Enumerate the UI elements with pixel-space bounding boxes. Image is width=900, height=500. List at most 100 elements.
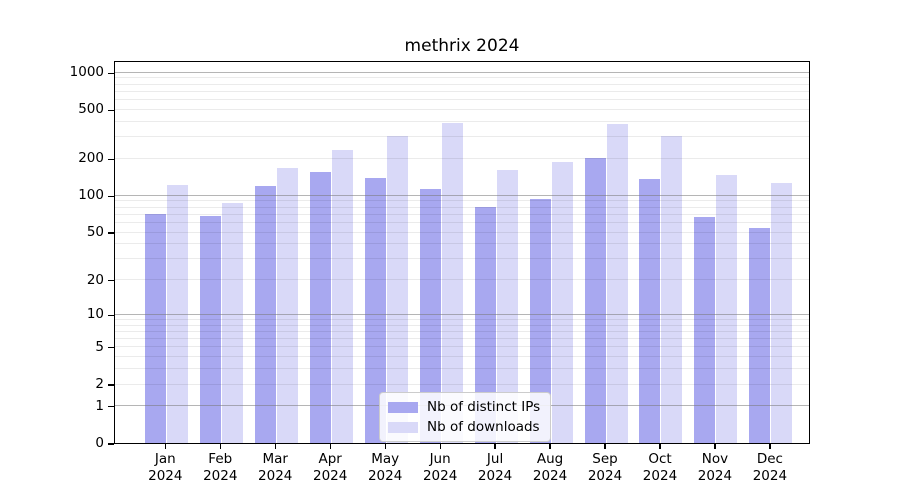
gridline-minor-500 [115,108,809,110]
gridline-minor-30 [115,258,809,260]
y-tick-mark-1 [108,406,114,408]
gridline-minor-50 [115,231,809,233]
gridline-minor-400 [115,120,809,122]
bar-distinct-ips-jun [419,188,441,443]
x-tick-label-dec: Dec 2024 [752,451,788,484]
bar-downloads-sep [606,123,628,443]
gridline-minor-900 [115,77,809,79]
bar-downloads-mar [276,168,298,443]
x-tick-mark-apr [329,444,331,449]
y-tick-label-100: 100 [78,187,104,204]
y-tick-label-5: 5 [95,338,104,355]
gridline-minor-70 [115,213,809,215]
y-tick-mark-500 [108,109,114,112]
gridline-minor-800 [115,83,809,85]
gridline-minor-600 [115,99,809,101]
gridline-minor-4 [115,356,809,358]
gridline-minor-9 [115,318,809,320]
y-tick-mark-1000 [108,72,114,74]
gridline-minor-300 [115,136,809,138]
bar-downloads-nov [716,174,738,443]
x-tick-label-jun: Jun 2024 [422,451,458,484]
bar-distinct-ips-may [364,177,386,443]
x-tick-mark-may [384,444,386,449]
y-tick-label-500: 500 [78,101,104,118]
gridline-major-10 [115,313,809,315]
y-tick-label-200: 200 [78,150,104,167]
y-tick-mark-10 [108,314,114,316]
y-tick-mark-0 [108,443,114,445]
gridline-minor-3 [115,368,809,370]
y-tick-label-20: 20 [86,271,104,288]
x-tick-label-aug: Aug 2024 [532,451,568,484]
x-tick-mark-mar [274,444,276,449]
bar-distinct-ips-nov [694,216,716,443]
bar-downloads-jun [441,122,463,443]
gridline-minor-200 [115,157,809,159]
y-tick-label-1: 1 [95,397,104,414]
bar-distinct-ips-sep [584,158,606,443]
y-tick-mark-2 [108,384,114,386]
plot-inner [115,62,809,443]
bar-distinct-ips-oct [639,179,661,443]
gridline-minor-40 [115,243,809,245]
x-tick-label-apr: Apr 2024 [313,451,348,484]
y-tick-label-50: 50 [86,224,104,241]
x-tick-label-sep: Sep 2024 [587,451,623,484]
bar-downloads-feb [221,203,243,443]
gridline-minor-7 [115,330,809,332]
x-tick-mark-aug [549,444,551,449]
y-tick-mark-20 [108,280,114,282]
gridline-minor-60 [115,221,809,223]
plot-area: Nb of distinct IPs Nb of downloads [114,61,810,444]
gridline-minor-80 [115,206,809,208]
y-tick-label-1000: 1000 [69,64,104,81]
bar-downloads-dec [771,183,793,443]
legend-swatch-distinct-ips [388,401,418,413]
legend-item-downloads: Nb of downloads [388,419,540,435]
gridline-minor-20 [115,279,809,281]
gridline-major-1000 [115,71,809,73]
y-tick-label-10: 10 [86,306,104,323]
bar-distinct-ips-aug [529,199,551,443]
bar-distinct-ips-jan [144,214,166,443]
x-tick-mark-oct [659,444,661,449]
x-tick-mark-nov [714,444,716,449]
y-tick-mark-5 [108,347,114,349]
x-tick-mark-jan [164,444,166,449]
x-tick-mark-feb [219,444,221,449]
bar-distinct-ips-feb [199,215,221,443]
gridline-minor-8 [115,324,809,326]
y-tick-mark-50 [108,232,114,234]
legend-label-downloads: Nb of downloads [427,419,540,435]
y-tick-label-0: 0 [95,435,104,451]
chart-title: methrix 2024 [404,36,520,56]
x-tick-mark-jul [494,444,496,449]
x-tick-label-jul: Jul 2024 [477,451,513,484]
x-tick-label-oct: Oct 2024 [642,451,678,484]
legend-label-distinct-ips: Nb of distinct IPs [427,399,541,415]
legend: Nb of distinct IPs Nb of downloads [379,392,552,442]
x-tick-mark-dec [769,444,771,449]
x-tick-label-nov: Nov 2024 [697,451,733,484]
y-tick-mark-100 [108,195,114,197]
legend-swatch-downloads [388,421,418,433]
x-tick-label-may: May 2024 [367,451,403,484]
bar-distinct-ips-dec [749,228,771,443]
gridline-minor-6 [115,338,809,340]
bar-distinct-ips-apr [309,172,331,443]
bar-downloads-apr [331,149,353,443]
gridline-major-100 [115,194,809,196]
bar-downloads-oct [661,136,683,443]
gridline-minor-90 [115,200,809,202]
x-tick-mark-sep [604,444,606,449]
x-tick-label-jan: Jan 2024 [148,451,183,484]
y-tick-label-2: 2 [95,376,104,393]
bar-downloads-jul [496,170,518,443]
y-tick-mark-200 [108,158,114,161]
gridline-minor-5 [115,346,809,348]
gridline-minor-700 [115,90,809,92]
x-tick-label-mar: Mar 2024 [258,451,293,484]
legend-item-distinct-ips: Nb of distinct IPs [388,399,540,415]
